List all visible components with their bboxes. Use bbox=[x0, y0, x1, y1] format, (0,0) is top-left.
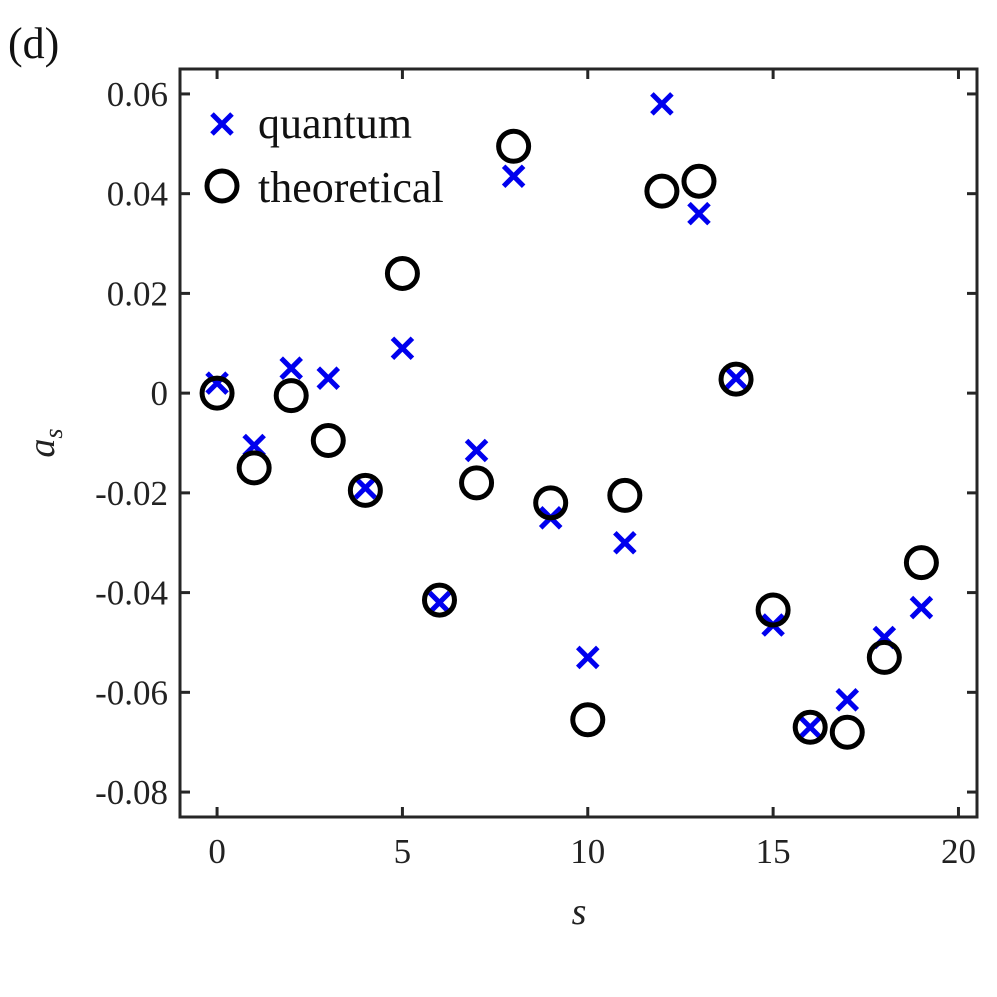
quantum-point bbox=[798, 715, 822, 740]
x-tick-label: 0 bbox=[208, 832, 226, 871]
x-tick-labels: 0 5 10 15 20 bbox=[208, 832, 976, 871]
plot-frame bbox=[178, 67, 979, 819]
y-tick-label: 0.06 bbox=[107, 75, 168, 114]
theoretical-point bbox=[644, 173, 680, 209]
theoretical-point bbox=[496, 128, 532, 164]
theoretical-point bbox=[310, 423, 346, 459]
x-tick-label: 15 bbox=[756, 832, 791, 871]
panel-label: (d) bbox=[8, 19, 59, 68]
axis-ticks bbox=[180, 69, 977, 817]
y-tick-label: 0.02 bbox=[107, 274, 168, 313]
quantum-point bbox=[909, 595, 934, 620]
legend-marker-quantum bbox=[210, 112, 234, 136]
legend-x-icon bbox=[210, 112, 234, 136]
theoretical-point bbox=[903, 545, 939, 581]
x-tick-label: 5 bbox=[394, 832, 412, 871]
legend-marker-theoretical bbox=[204, 168, 240, 204]
quantum-point bbox=[835, 688, 860, 712]
theoretical-point bbox=[273, 378, 309, 414]
quantum-point bbox=[687, 201, 711, 226]
legend-label-theoretical: theoretical bbox=[258, 163, 444, 212]
theoretical-point bbox=[199, 375, 235, 411]
x-tick-label: 20 bbox=[941, 832, 976, 871]
x-tick-label: 10 bbox=[570, 832, 605, 871]
quantum-point bbox=[353, 476, 378, 500]
quantum-point bbox=[205, 371, 229, 395]
theoretical-point bbox=[792, 709, 828, 745]
x-axis-label: s bbox=[572, 891, 587, 933]
theoretical-point bbox=[718, 361, 754, 397]
legend-circle-icon bbox=[204, 168, 240, 204]
theoretical-point bbox=[533, 485, 569, 521]
theoretical-point bbox=[459, 465, 495, 501]
legend-label-quantum: quantum bbox=[258, 99, 412, 148]
y-tick-label: 0 bbox=[151, 374, 169, 413]
y-tick-label: -0.04 bbox=[95, 574, 168, 613]
legend: quantum theoretical bbox=[204, 99, 444, 212]
quantum-point bbox=[613, 530, 637, 555]
quantum-point bbox=[464, 438, 489, 463]
theoretical-point bbox=[570, 702, 606, 738]
y-tick-label: 0.04 bbox=[107, 175, 168, 214]
quantum-point bbox=[427, 590, 452, 615]
y-tick-label: -0.06 bbox=[95, 673, 168, 712]
theoretical-point bbox=[681, 163, 717, 199]
theoretical-point bbox=[384, 255, 420, 291]
quantum-point bbox=[316, 366, 341, 390]
theoretical-point bbox=[866, 639, 902, 675]
y-axis-label: as bbox=[21, 428, 68, 457]
series-theoretical bbox=[199, 128, 939, 750]
theoretical-point bbox=[421, 582, 457, 618]
y-tick-labels: 0.06 0.04 0.02 0 -0.02 -0.04 -0.06 -0.08 bbox=[95, 75, 168, 812]
theoretical-point bbox=[607, 477, 643, 513]
quantum-point bbox=[575, 645, 600, 670]
data-markers bbox=[199, 92, 939, 750]
quantum-point bbox=[501, 164, 526, 188]
y-tick-label: -0.08 bbox=[95, 773, 168, 812]
quantum-point bbox=[724, 366, 748, 390]
theoretical-point bbox=[236, 450, 272, 486]
theoretical-point bbox=[347, 472, 383, 508]
y-tick-label: -0.02 bbox=[95, 474, 168, 513]
quantum-point bbox=[390, 336, 415, 361]
quantum-point bbox=[650, 92, 674, 116]
y-axis-label-main: a bbox=[21, 439, 63, 458]
theoretical-point bbox=[755, 592, 791, 628]
theoretical-point bbox=[829, 714, 865, 750]
y-axis-label-subscript: s bbox=[39, 428, 68, 438]
quantum-point bbox=[279, 356, 303, 380]
